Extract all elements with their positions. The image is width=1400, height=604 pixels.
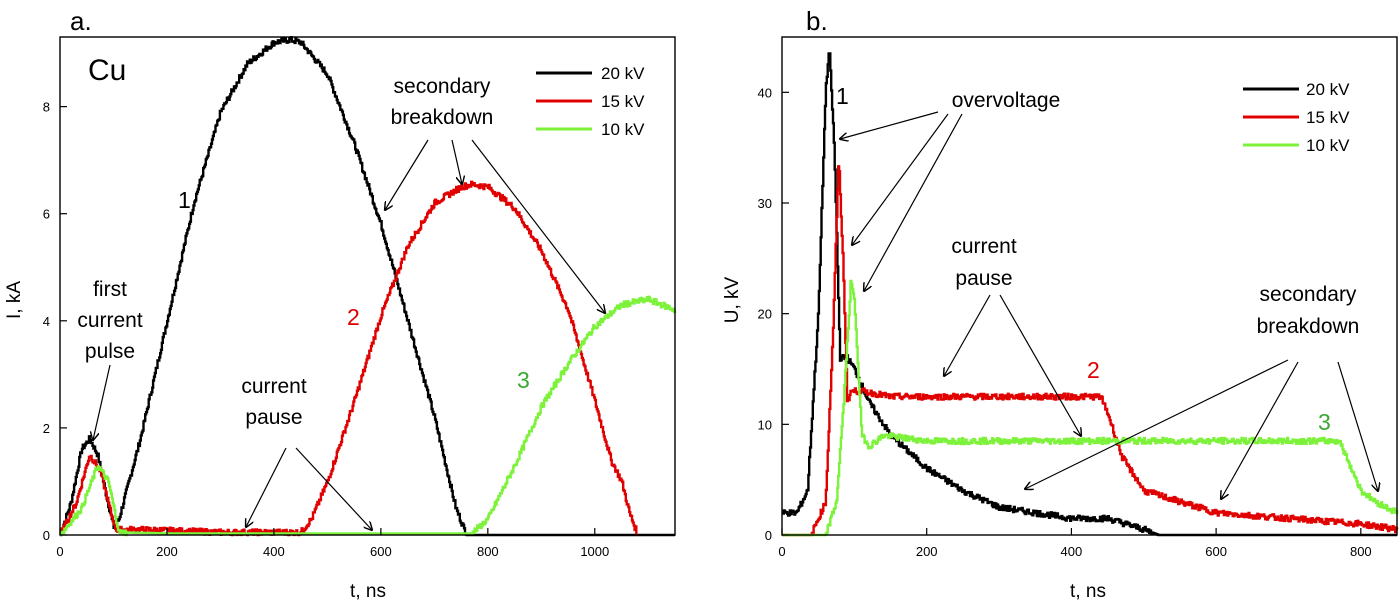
legend-b-label-15kv: 15 kV (1306, 108, 1350, 127)
y-tick-label-b-4: 40 (758, 85, 772, 100)
curve-label-b-2: 2 (1087, 357, 1100, 383)
arrow-first-pulse (93, 364, 111, 440)
chart-a-xlabel: t, ns (350, 581, 386, 602)
x-tick-label-a-4: 800 (477, 544, 499, 559)
panel-b-label: b. (806, 6, 828, 36)
x-tick-label-a-3: 600 (370, 544, 392, 559)
arrow-breakdown-b-2 (1221, 361, 1299, 499)
chart-a-series (59, 36, 677, 537)
chart-b-ticks: 0 200 400 600 800 0 10 20 30 40 (758, 85, 1372, 559)
panel-a-label: a. (70, 6, 92, 36)
series-line-b-3 (782, 279, 1399, 537)
annotation-secondary-a: secondary (394, 75, 491, 98)
annotation-first: first (93, 278, 127, 301)
annotation-secondary-b: secondary (1260, 283, 1357, 306)
legend-b-label-10kv: 10 kV (1306, 136, 1350, 155)
arrow-breakdown-b-1 (1025, 359, 1289, 489)
arrow-pause-a-2 (295, 447, 372, 530)
x-tick-label-b-2: 400 (1061, 544, 1083, 559)
y-tick-label-a-0: 0 (43, 528, 50, 543)
y-tick-label-b-3: 30 (758, 196, 772, 211)
annotation-current-a2: current (241, 375, 307, 398)
y-tick-label-a-2: 4 (43, 314, 50, 329)
legend-a-label-20kv: 20 kV (601, 64, 645, 83)
chart-a-frame (59, 36, 676, 536)
chart-a-legend: 20 kV 15 kV 10 kV (536, 64, 645, 139)
arrow-breakdown-a-2 (451, 139, 462, 184)
curve-label-a-2: 2 (347, 304, 360, 330)
chart-a-ylabel: I, kA (4, 281, 25, 319)
chart-b-legend: 20 kV 15 kV 10 kV (1243, 80, 1350, 155)
annotation-pulse: pulse (85, 340, 135, 363)
x-tick-label-b-3: 600 (1205, 544, 1227, 559)
arrow-breakdown-a-1 (385, 139, 429, 210)
chart-b-ylabel: U, kV (722, 276, 743, 323)
annotation-breakdown-b: breakdown (1257, 315, 1360, 338)
legend-a-label-15kv: 15 kV (601, 92, 645, 111)
x-tick-label-b-4: 800 (1350, 544, 1372, 559)
curve-label-a-1: 1 (178, 187, 191, 213)
series-line-a-3 (59, 295, 677, 537)
annotation-breakdown-a: breakdown (391, 106, 494, 129)
curve-label-b-1: 1 (836, 83, 849, 109)
annotation-current-a1: current (77, 309, 143, 332)
arrow-overvoltage-3 (864, 113, 963, 291)
arrow-breakdown-b-3 (1337, 361, 1378, 491)
arrow-pause-a-1 (246, 447, 287, 527)
curve-label-a-3: 3 (517, 367, 530, 393)
annotation-overvoltage: overvoltage (952, 89, 1061, 112)
annotation-current-b: current (951, 235, 1017, 258)
x-tick-label-b-0: 0 (778, 544, 785, 559)
legend-b-label-20kv: 20 kV (1306, 80, 1350, 99)
y-tick-label-b-2: 20 (758, 307, 772, 322)
y-tick-label-b-0: 0 (765, 528, 772, 543)
arrow-overvoltage-2 (852, 113, 949, 245)
chart-b-frame (781, 36, 1398, 536)
x-tick-label-b-1: 200 (916, 544, 938, 559)
chart-b-xlabel: t, ns (1070, 581, 1106, 602)
legend-a-label-10kv: 10 kV (601, 120, 645, 139)
chart-b: 0 200 400 600 800 0 10 20 30 40 b. t, ns U, kV 20… (722, 6, 1399, 602)
series-line-a-2 (59, 180, 639, 537)
arrow-breakdown-a-3 (471, 139, 605, 313)
x-tick-label-a-0: 0 (56, 544, 63, 559)
y-tick-label-a-1: 2 (43, 421, 50, 436)
series-line-b-2 (782, 165, 1399, 537)
x-tick-label-a-5: 1000 (580, 544, 609, 559)
series-line-a-1 (59, 36, 675, 537)
arrow-pause-b-2 (999, 294, 1081, 436)
x-tick-label-a-2: 400 (263, 544, 285, 559)
curve-label-b-3: 3 (1318, 409, 1331, 435)
material-label: Cu (88, 54, 126, 87)
y-tick-label-a-3: 6 (43, 207, 50, 222)
arrow-pause-b-1 (944, 294, 991, 376)
arrow-overvoltage-1 (840, 111, 939, 139)
annotation-pause-a: pause (245, 406, 302, 429)
chart-a-ticks: 0 200 400 600 800 1000 0 2 4 6 8 (43, 100, 609, 559)
annotation-pause-b: pause (955, 267, 1012, 290)
chart-a: 0 200 400 600 800 1000 0 2 4 6 8 a. Cu t, ns I, kA… (4, 6, 677, 602)
y-tick-label-a-4: 8 (43, 100, 50, 115)
y-tick-label-b-1: 10 (758, 417, 772, 432)
x-tick-label-a-1: 200 (156, 544, 178, 559)
